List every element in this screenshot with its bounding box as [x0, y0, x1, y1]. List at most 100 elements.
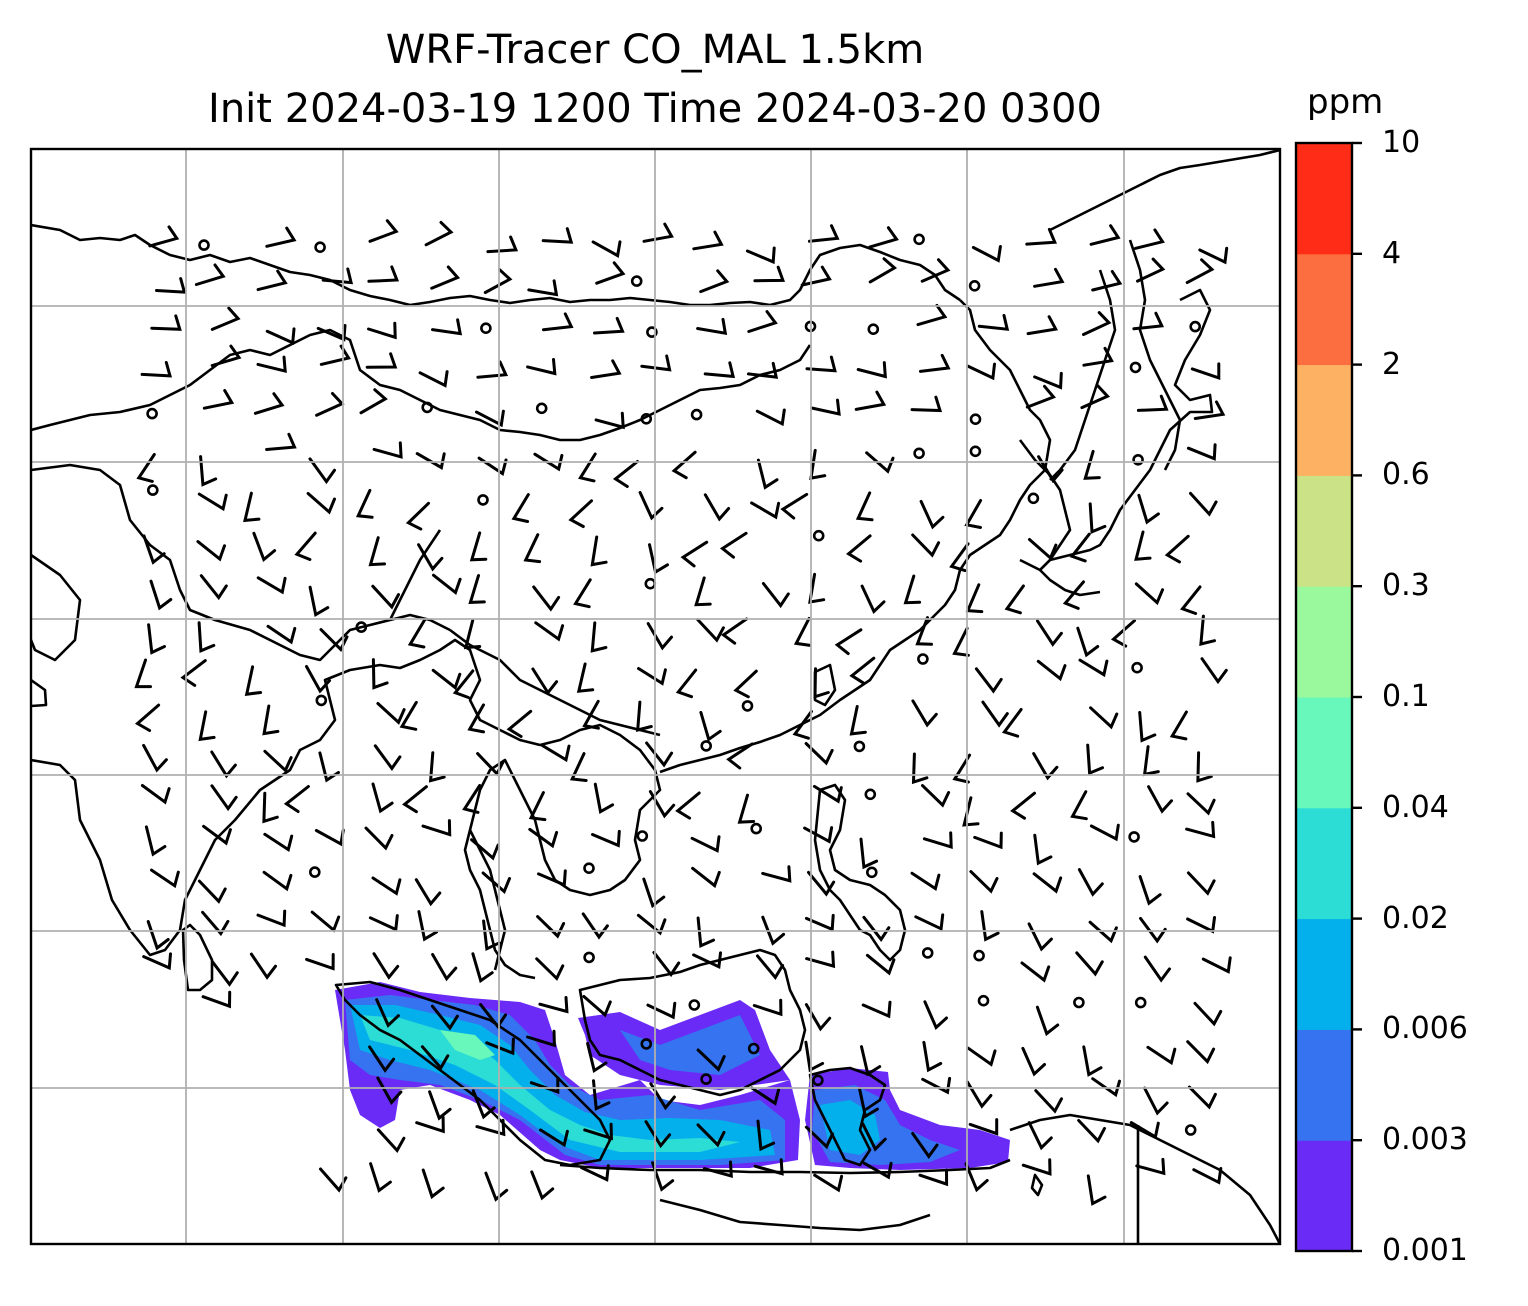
wind-barb [371, 658, 389, 690]
wind-barb [1033, 833, 1053, 866]
wind-barb [861, 1000, 892, 1019]
wind-barb [1086, 743, 1104, 776]
wind-barb [371, 876, 402, 896]
wind-barb [849, 705, 867, 736]
wind-barb [808, 224, 840, 243]
wind-barb [210, 750, 237, 779]
wind-barb [1082, 311, 1112, 336]
wind-barb [315, 392, 345, 417]
wind-barb [591, 240, 622, 258]
wind-barb [424, 220, 454, 247]
wind-barb [1077, 1119, 1106, 1144]
wind-barb [922, 831, 953, 849]
wind-barb [911, 533, 941, 558]
wind-barb [750, 1086, 781, 1106]
calm-wind-marker [198, 239, 210, 251]
wind-barb [539, 1128, 569, 1148]
colorbar-unit-label: ppm [1307, 82, 1384, 122]
coastline-sumatra [334, 980, 612, 1167]
wind-barb [1025, 227, 1057, 246]
calm-wind-marker [1134, 996, 1147, 1009]
wind-barb [761, 915, 786, 946]
wind-barb [915, 616, 933, 646]
wind-barb [583, 1122, 613, 1141]
wind-barb [699, 269, 730, 294]
wind-barb [1199, 614, 1216, 646]
wind-barb [136, 453, 156, 483]
wind-barb [368, 1045, 396, 1073]
wind-barb [1136, 257, 1166, 283]
wind-barb [580, 1164, 610, 1182]
wind-barb [249, 952, 277, 980]
wind-barb [321, 267, 354, 285]
wind-barb [612, 460, 639, 488]
wind-barb [420, 1045, 450, 1071]
wind-barb [1026, 315, 1059, 336]
wind-barb [691, 866, 721, 889]
coastline-nusa-tenggara [659, 1198, 931, 1232]
colorbar-tick-label: 0.04 [1382, 789, 1449, 825]
wind-barb [971, 245, 1002, 263]
wind-barb [860, 584, 886, 615]
calm-wind-marker [1128, 831, 1140, 843]
calm-wind-marker [1189, 320, 1201, 333]
wind-barb [813, 1173, 844, 1193]
wind-barb [1139, 916, 1167, 944]
wind-barb [202, 389, 235, 410]
colorbar-tick-label: 0.003 [1382, 1122, 1468, 1158]
wind-barb [1021, 1046, 1046, 1077]
wind-barb [511, 493, 530, 523]
calm-wind-marker [690, 408, 703, 421]
wind-barb [593, 316, 625, 335]
wind-barb [746, 361, 779, 379]
wind-barb [590, 359, 622, 379]
wind-barb [201, 990, 232, 1009]
coastline-borneo [578, 948, 807, 1097]
wind-barb [804, 1125, 834, 1150]
wind-barb [319, 344, 351, 366]
wind-barb [149, 579, 173, 611]
calm-wind-marker [583, 862, 595, 875]
wind-barb [966, 1080, 993, 1109]
wind-barb [1010, 791, 1036, 820]
calm-wind-marker [315, 694, 328, 707]
wind-barb [527, 279, 559, 297]
wind-barb [694, 576, 712, 607]
map-panel [31, 149, 1280, 1244]
wind-barb [476, 360, 509, 379]
wind-barb [283, 785, 310, 813]
wind-barb [252, 531, 277, 562]
wind-barb [432, 573, 462, 595]
wind-barb [576, 662, 595, 693]
wind-barb [696, 317, 728, 336]
wind-barb [210, 344, 242, 367]
wind-barb [965, 583, 984, 614]
wind-barb [462, 784, 482, 814]
wind-barb [1080, 384, 1111, 410]
wind-barb [980, 910, 1000, 942]
wind-barb [834, 628, 863, 656]
wind-barb [737, 793, 756, 824]
wind-barb [855, 491, 874, 522]
wind-barb [1189, 491, 1218, 517]
wind-barb [1200, 657, 1228, 685]
wind-barb [211, 960, 239, 987]
coastline-timor [1030, 1173, 1044, 1197]
wind-barb [804, 742, 834, 766]
wind-barb [911, 752, 929, 785]
wind-barb [402, 785, 428, 814]
wind-barb [142, 952, 172, 971]
wind-barb [477, 456, 508, 477]
wind-barb [537, 869, 567, 888]
wind-barb [533, 452, 564, 472]
wind-barb [1076, 626, 1100, 658]
calm-wind-marker [917, 653, 929, 665]
colorbar-segment [1296, 807, 1352, 920]
wind-barb [1185, 258, 1215, 285]
wind-barb [1089, 706, 1119, 730]
wind-barb [134, 658, 152, 689]
wind-barb [375, 998, 400, 1028]
wind-barb [368, 914, 399, 932]
wind-barb [646, 622, 673, 651]
wind-barb [903, 574, 922, 605]
